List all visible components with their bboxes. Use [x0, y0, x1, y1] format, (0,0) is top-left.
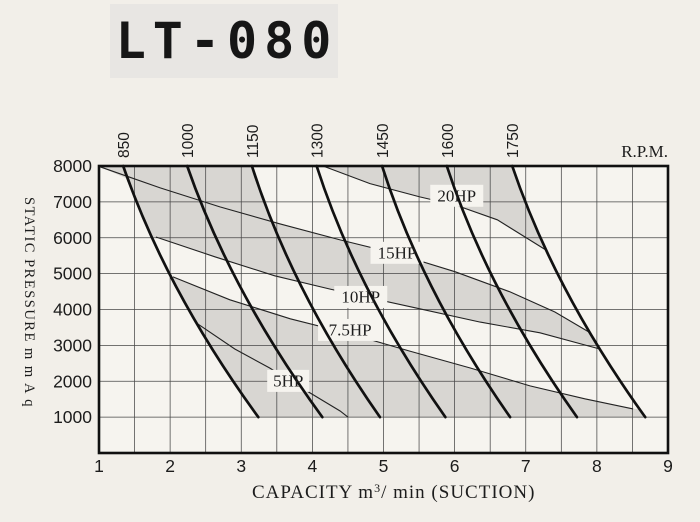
x-tick-label-4: 4 [308, 456, 318, 476]
x-tick-label-8: 8 [592, 456, 602, 476]
hp-curve-15HP [99, 166, 590, 333]
rpm-curve-1450 [380, 164, 512, 419]
rpm-curve-1300 [315, 164, 447, 419]
band-20hp-left-wedge [99, 166, 270, 222]
rpm-axis-title: R.P.M. [621, 142, 668, 161]
rpm-curve-850 [121, 164, 260, 419]
plot-border [97, 164, 670, 455]
knockout-7.5HP [318, 318, 383, 341]
knockout-5HP [267, 369, 310, 392]
rpm-tick-label-1750: 1750 [505, 123, 522, 158]
x-axis-title: CAPACITY m3/ min (SUCTION) [252, 481, 535, 503]
y-tick-label-4000: 4000 [53, 300, 92, 320]
x-tick-label-3: 3 [236, 456, 246, 476]
rpm-tick-label-1000: 1000 [180, 123, 197, 158]
y-tick-label-5000: 5000 [53, 264, 92, 284]
hp-label-5HP: 5HP [273, 371, 303, 390]
rpm-tick-label-1600: 1600 [440, 123, 457, 158]
x-tick-label-1: 1 [94, 456, 104, 476]
rpm-curve-1000 [185, 164, 324, 419]
hp-label-15HP: 15HP [378, 243, 417, 262]
x-tick-label-7: 7 [521, 456, 531, 476]
y-tick-label-3000: 3000 [53, 335, 92, 355]
model-title: LT-080 [115, 12, 339, 70]
x-tick-label-9: 9 [663, 456, 673, 476]
y-tick-label-1000: 1000 [53, 407, 92, 427]
band-15hp-10hp [99, 166, 600, 349]
rpm-curve-1600 [445, 164, 579, 419]
x-tick-label-2: 2 [165, 456, 175, 476]
y-tick-label-7000: 7000 [53, 192, 92, 212]
x-tick-label-6: 6 [450, 456, 460, 476]
rpm-curve-1150 [250, 164, 382, 419]
hp-label-7.5HP: 7.5HP [329, 320, 372, 339]
rpm-curve-1750 [510, 164, 647, 419]
y-tick-label-6000: 6000 [53, 228, 92, 248]
x-tick-label-5: 5 [379, 456, 389, 476]
knockout-15HP [370, 241, 424, 264]
model-title-box: LT-080 [110, 4, 338, 78]
rpm-tick-label-1300: 1300 [310, 123, 327, 158]
rpm-curves [121, 164, 647, 419]
y-tick-label-2000: 2000 [53, 371, 92, 391]
hp-label-20HP: 20HP [437, 186, 476, 205]
y-axis-title: STATIC PRESSURE m m A q [21, 197, 37, 408]
rpm-tick-label-1450: 1450 [375, 123, 392, 158]
rpm-tick-label-1150: 1150 [245, 124, 262, 158]
y-tick-label-8000: 8000 [53, 156, 92, 176]
rpm-tick-label-850: 850 [116, 132, 133, 158]
hp-label-10HP: 10HP [341, 287, 380, 306]
